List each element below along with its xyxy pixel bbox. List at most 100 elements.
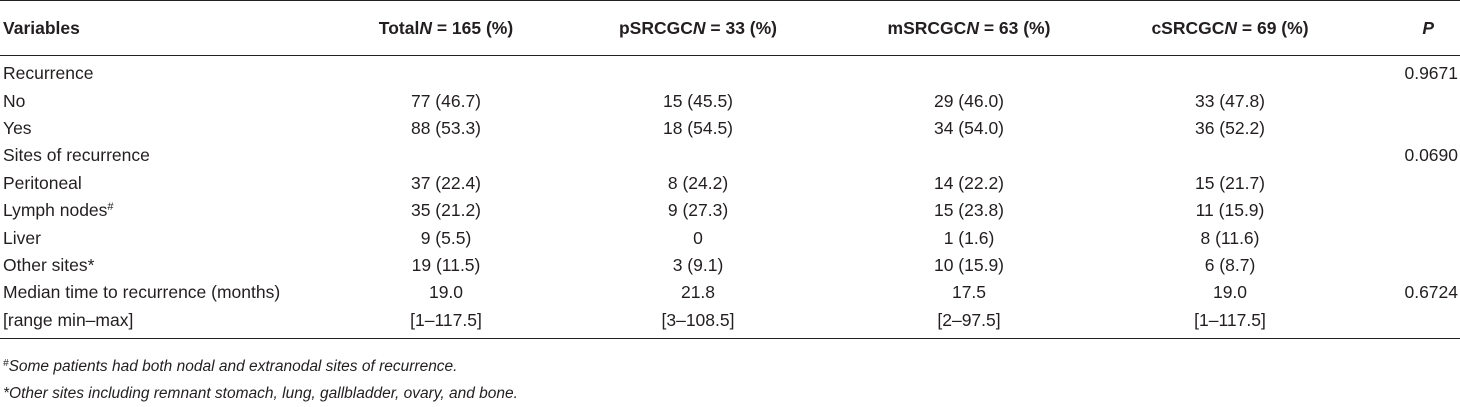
cell-csrcgc-text: 36 (52.2) [1194, 117, 1266, 138]
cell-csrcgc-text: 33 (47.8) [1194, 90, 1266, 111]
cell-p-value [1356, 306, 1460, 339]
cell-total-text: 37 (22.4) [410, 172, 482, 193]
cell-total-text: 9 (5.5) [420, 227, 472, 248]
cell-csrcgc: 19.0 [1104, 279, 1356, 306]
table-row: Other sites* 19 (11.5) 3 (9.1) 10 (15.9) 6 (… [0, 252, 1460, 279]
cell-csrcgc-text: 19.0 [1212, 282, 1248, 303]
cell-csrcgc: 11 (15.9) [1104, 197, 1356, 224]
cell-csrcgc: 15 (21.7) [1104, 170, 1356, 197]
header-msrcgc-n: N [966, 17, 979, 38]
cell-p-value [1356, 197, 1460, 224]
header-msrcgc: mSRCGCN = 63 (%) [834, 0, 1104, 56]
cell-p-value-text: 0.6724 [1404, 282, 1458, 303]
cell-msrcgc: 34 (54.0) [834, 115, 1104, 142]
footnote-other-sites-text: *Other sites including remnant stomach, … [3, 385, 518, 402]
cell-variable: Sites of recurrence [0, 142, 330, 169]
cell-msrcgc: [2–97.5] [834, 306, 1104, 339]
cell-msrcgc-text: 1 (1.6) [943, 227, 995, 248]
cell-variable: Median time to recurrence (months) [0, 279, 330, 306]
cell-total: 37 (22.4) [330, 170, 562, 197]
table-row: No 77 (46.7) 15 (45.5) 29 (46.0) 33 (47.8) [0, 87, 1460, 114]
cell-msrcgc-text: [2–97.5] [937, 309, 1001, 330]
header-p-value: P [1356, 0, 1460, 56]
cell-variable-text: Yes [3, 117, 32, 138]
table-footnotes: #Some patients had both nodal and extran… [3, 353, 518, 407]
cell-msrcgc-text: 10 (15.9) [933, 254, 1005, 275]
cell-variable-text: Lymph nodes [3, 200, 108, 221]
table-row: [range min–max] [1–117.5] [3–108.5] [2–97.5… [0, 306, 1460, 339]
cell-variable: No [0, 87, 330, 114]
cell-msrcgc-text: 15 (23.8) [933, 200, 1005, 221]
cell-variable-text: Liver [3, 227, 41, 248]
cell-msrcgc: 10 (15.9) [834, 252, 1104, 279]
cell-total: [1–117.5] [330, 306, 562, 339]
cell-msrcgc-text: 14 (22.2) [933, 172, 1005, 193]
cell-variable-text: No [3, 90, 26, 111]
recurrence-table: Variables TotalN = 165 (%) pSRCGCN = 33 … [0, 0, 1460, 339]
cell-variable: Peritoneal [0, 170, 330, 197]
cell-msrcgc-text: 34 (54.0) [933, 117, 1005, 138]
header-total-suffix: = 165 (%) [431, 17, 514, 38]
cell-p-value [1356, 252, 1460, 279]
cell-csrcgc: 36 (52.2) [1104, 115, 1356, 142]
cell-total-text: [1–117.5] [410, 309, 482, 330]
cell-total: 19 (11.5) [330, 252, 562, 279]
cell-msrcgc-text: 17.5 [951, 282, 987, 303]
header-csrcgc-prefix: cSRCGC [1151, 17, 1225, 38]
cell-variable-superscript: # [107, 201, 114, 214]
header-msrcgc-suffix: = 63 (%) [978, 17, 1051, 38]
cell-psrcgc-text: 8 (24.2) [667, 172, 729, 193]
cell-psrcgc: [3–108.5] [562, 306, 834, 339]
cell-total: 35 (21.2) [330, 197, 562, 224]
cell-psrcgc-text: 15 (45.5) [662, 90, 734, 111]
cell-psrcgc-text: 9 (27.3) [667, 200, 729, 221]
header-psrcgc-prefix: pSRCGC [618, 17, 693, 38]
header-csrcgc-suffix: = 69 (%) [1237, 17, 1309, 38]
cell-total-text: 19 (11.5) [411, 254, 481, 275]
cell-variable: Other sites* [0, 252, 330, 279]
cell-variable-text: Peritoneal [3, 172, 82, 193]
cell-psrcgc: 8 (24.2) [562, 170, 834, 197]
cell-variable: Liver [0, 224, 330, 251]
cell-psrcgc-text: 0 [693, 227, 703, 248]
cell-variable-text: Other sites* [3, 254, 95, 275]
cell-p-value: 0.6724 [1356, 279, 1460, 306]
cell-csrcgc-text: 15 (21.7) [1194, 172, 1266, 193]
header-total: TotalN = 165 (%) [330, 0, 562, 56]
cell-msrcgc: 1 (1.6) [834, 224, 1104, 251]
cell-p-value [1356, 170, 1460, 197]
cell-msrcgc: 15 (23.8) [834, 197, 1104, 224]
cell-csrcgc-text: 8 (11.6) [1200, 227, 1260, 248]
table-body: Recurrence 0.9671 No 77 (46.7) 15 (45.5) 29 (… [0, 56, 1460, 339]
cell-total: 77 (46.7) [330, 87, 562, 114]
table-row: Recurrence 0.9671 [0, 56, 1460, 88]
footnote-nodal-text: Some patients had both nodal and extrano… [8, 358, 458, 375]
cell-msrcgc: 14 (22.2) [834, 170, 1104, 197]
header-psrcgc-n: N [692, 17, 706, 38]
cell-msrcgc [834, 142, 1104, 169]
header-p-label: P [1422, 17, 1434, 38]
cell-p-value [1356, 224, 1460, 251]
cell-psrcgc-text: 21.8 [680, 282, 716, 303]
cell-csrcgc: 6 (8.7) [1104, 252, 1356, 279]
header-row: Variables TotalN = 165 (%) pSRCGCN = 33 … [0, 0, 1460, 56]
header-psrcgc-suffix: = 33 (%) [705, 17, 778, 38]
cell-psrcgc: 21.8 [562, 279, 834, 306]
footnote-nodal: #Some patients had both nodal and extran… [3, 353, 518, 380]
cell-psrcgc [562, 56, 834, 88]
cell-p-value-text: 0.9671 [1404, 63, 1458, 84]
cell-p-value: 0.9671 [1356, 56, 1460, 88]
cell-variable-text: Median time to recurrence (months) [3, 282, 281, 303]
cell-total-text: 77 (46.7) [410, 90, 482, 111]
cell-total [330, 56, 562, 88]
header-psrcgc: pSRCGCN = 33 (%) [562, 0, 834, 56]
table-row: Lymph nodes# 35 (21.2) 9 (27.3) 15 (23.8) 11… [0, 197, 1460, 224]
cell-psrcgc-text: 18 (54.5) [662, 117, 734, 138]
cell-psrcgc [562, 142, 834, 169]
cell-csrcgc [1104, 142, 1356, 169]
cell-total-text: 19.0 [428, 282, 464, 303]
table-row: Median time to recurrence (months) 19.0 21… [0, 279, 1460, 306]
cell-p-value-text: 0.0690 [1404, 145, 1458, 166]
cell-variable-text: [range min–max] [3, 309, 134, 330]
recurrence-table-container: Variables TotalN = 165 (%) pSRCGCN = 33 … [0, 0, 1460, 339]
